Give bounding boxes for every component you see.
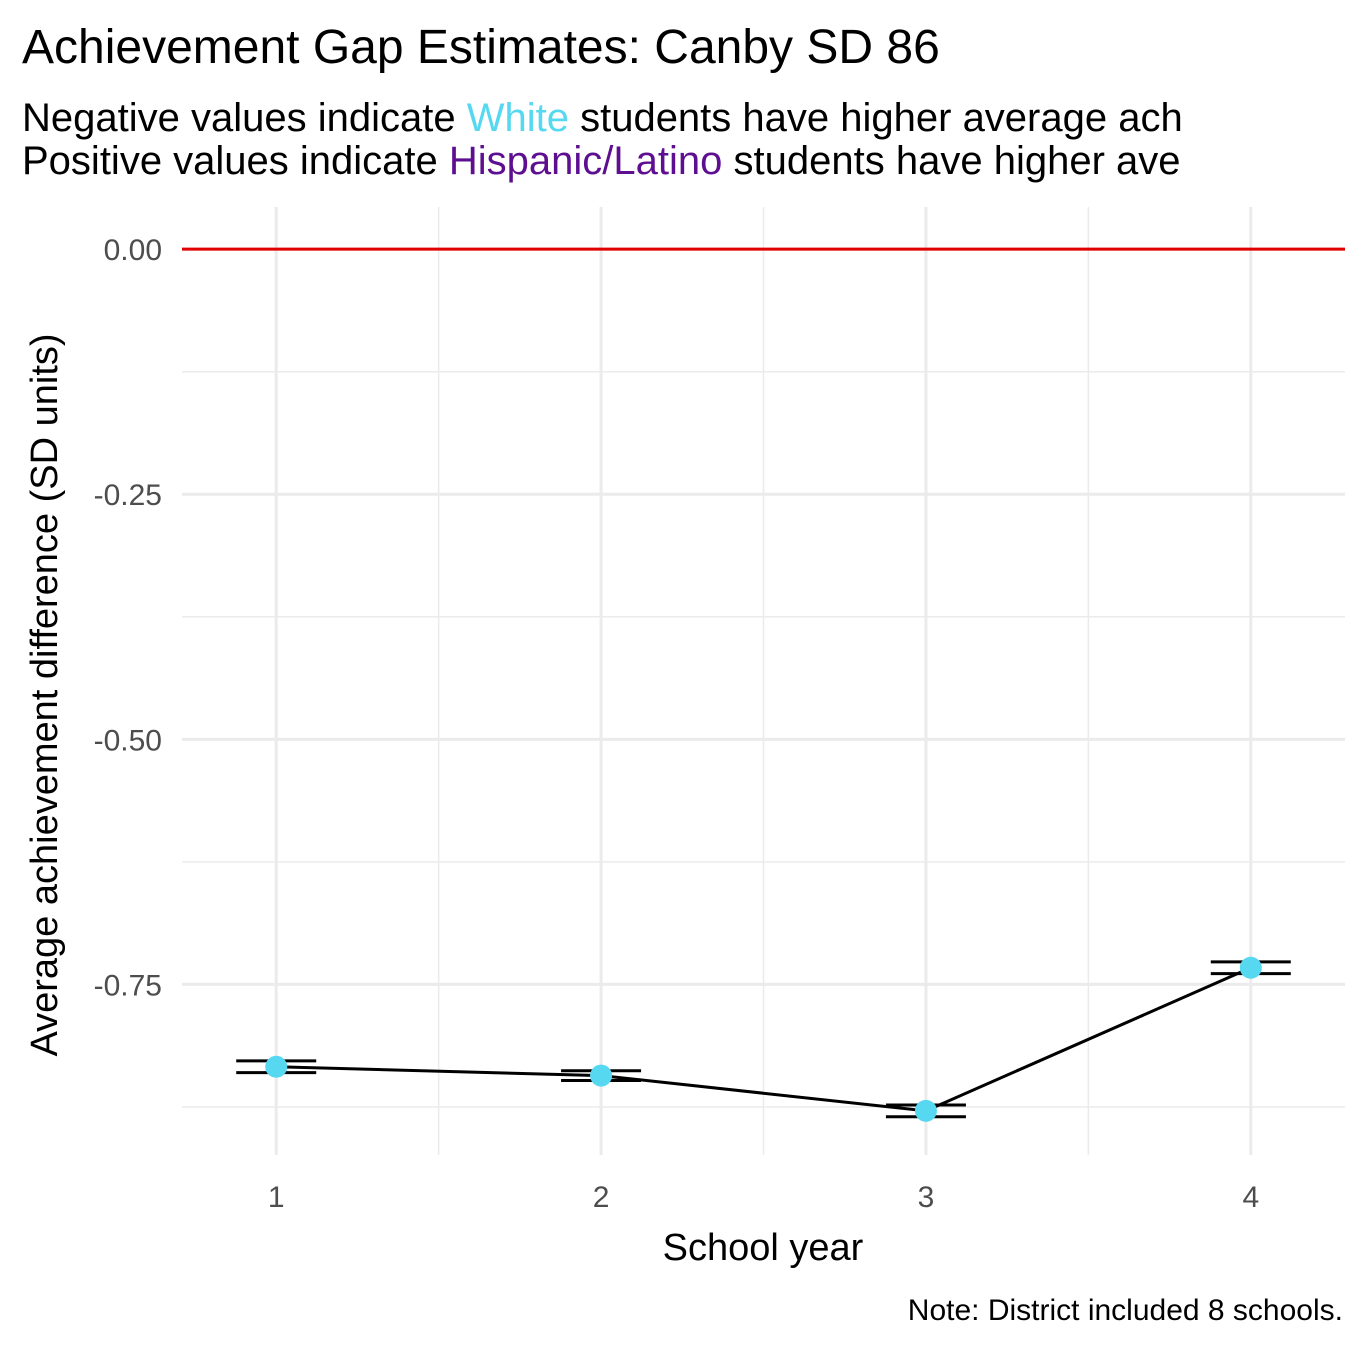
caption: Note: District included 8 schools. xyxy=(908,1294,1343,1327)
y-axis-title: Average achievement difference (SD units… xyxy=(24,333,66,1056)
x-tick-label: 2 xyxy=(593,1181,610,1214)
chart-title: Achievement Gap Estimates: Canby SD 86 xyxy=(22,21,940,74)
data-point xyxy=(1239,956,1262,979)
x-tick-label: 1 xyxy=(268,1181,285,1214)
subtitle-segment: Positive values indicate xyxy=(22,139,449,183)
x-tick-label: 4 xyxy=(1242,1181,1259,1214)
subtitle-segment: Negative values indicate xyxy=(22,96,467,140)
data-point xyxy=(265,1055,288,1078)
data-line xyxy=(276,966,1252,1113)
y-tick-label: -0.50 xyxy=(94,724,162,757)
y-tick-label: -0.75 xyxy=(94,969,162,1002)
y-tick-label: -0.25 xyxy=(94,479,162,512)
subtitle-segment: students have higher average ach xyxy=(569,96,1183,140)
subtitle-segment: Hispanic/Latino xyxy=(449,139,723,183)
subtitle-line: Positive values indicate Hispanic/Latino… xyxy=(22,139,1181,183)
y-tick-label: 0.00 xyxy=(104,234,162,267)
subtitle-line: Negative values indicate White students … xyxy=(22,96,1183,140)
data-point xyxy=(914,1099,937,1122)
x-axis-title: School year xyxy=(663,1227,864,1269)
subtitle-segment: students have higher ave xyxy=(722,139,1180,183)
subtitle-segment: White xyxy=(467,96,569,140)
data-point xyxy=(590,1064,613,1087)
x-tick-label: 3 xyxy=(918,1181,935,1214)
